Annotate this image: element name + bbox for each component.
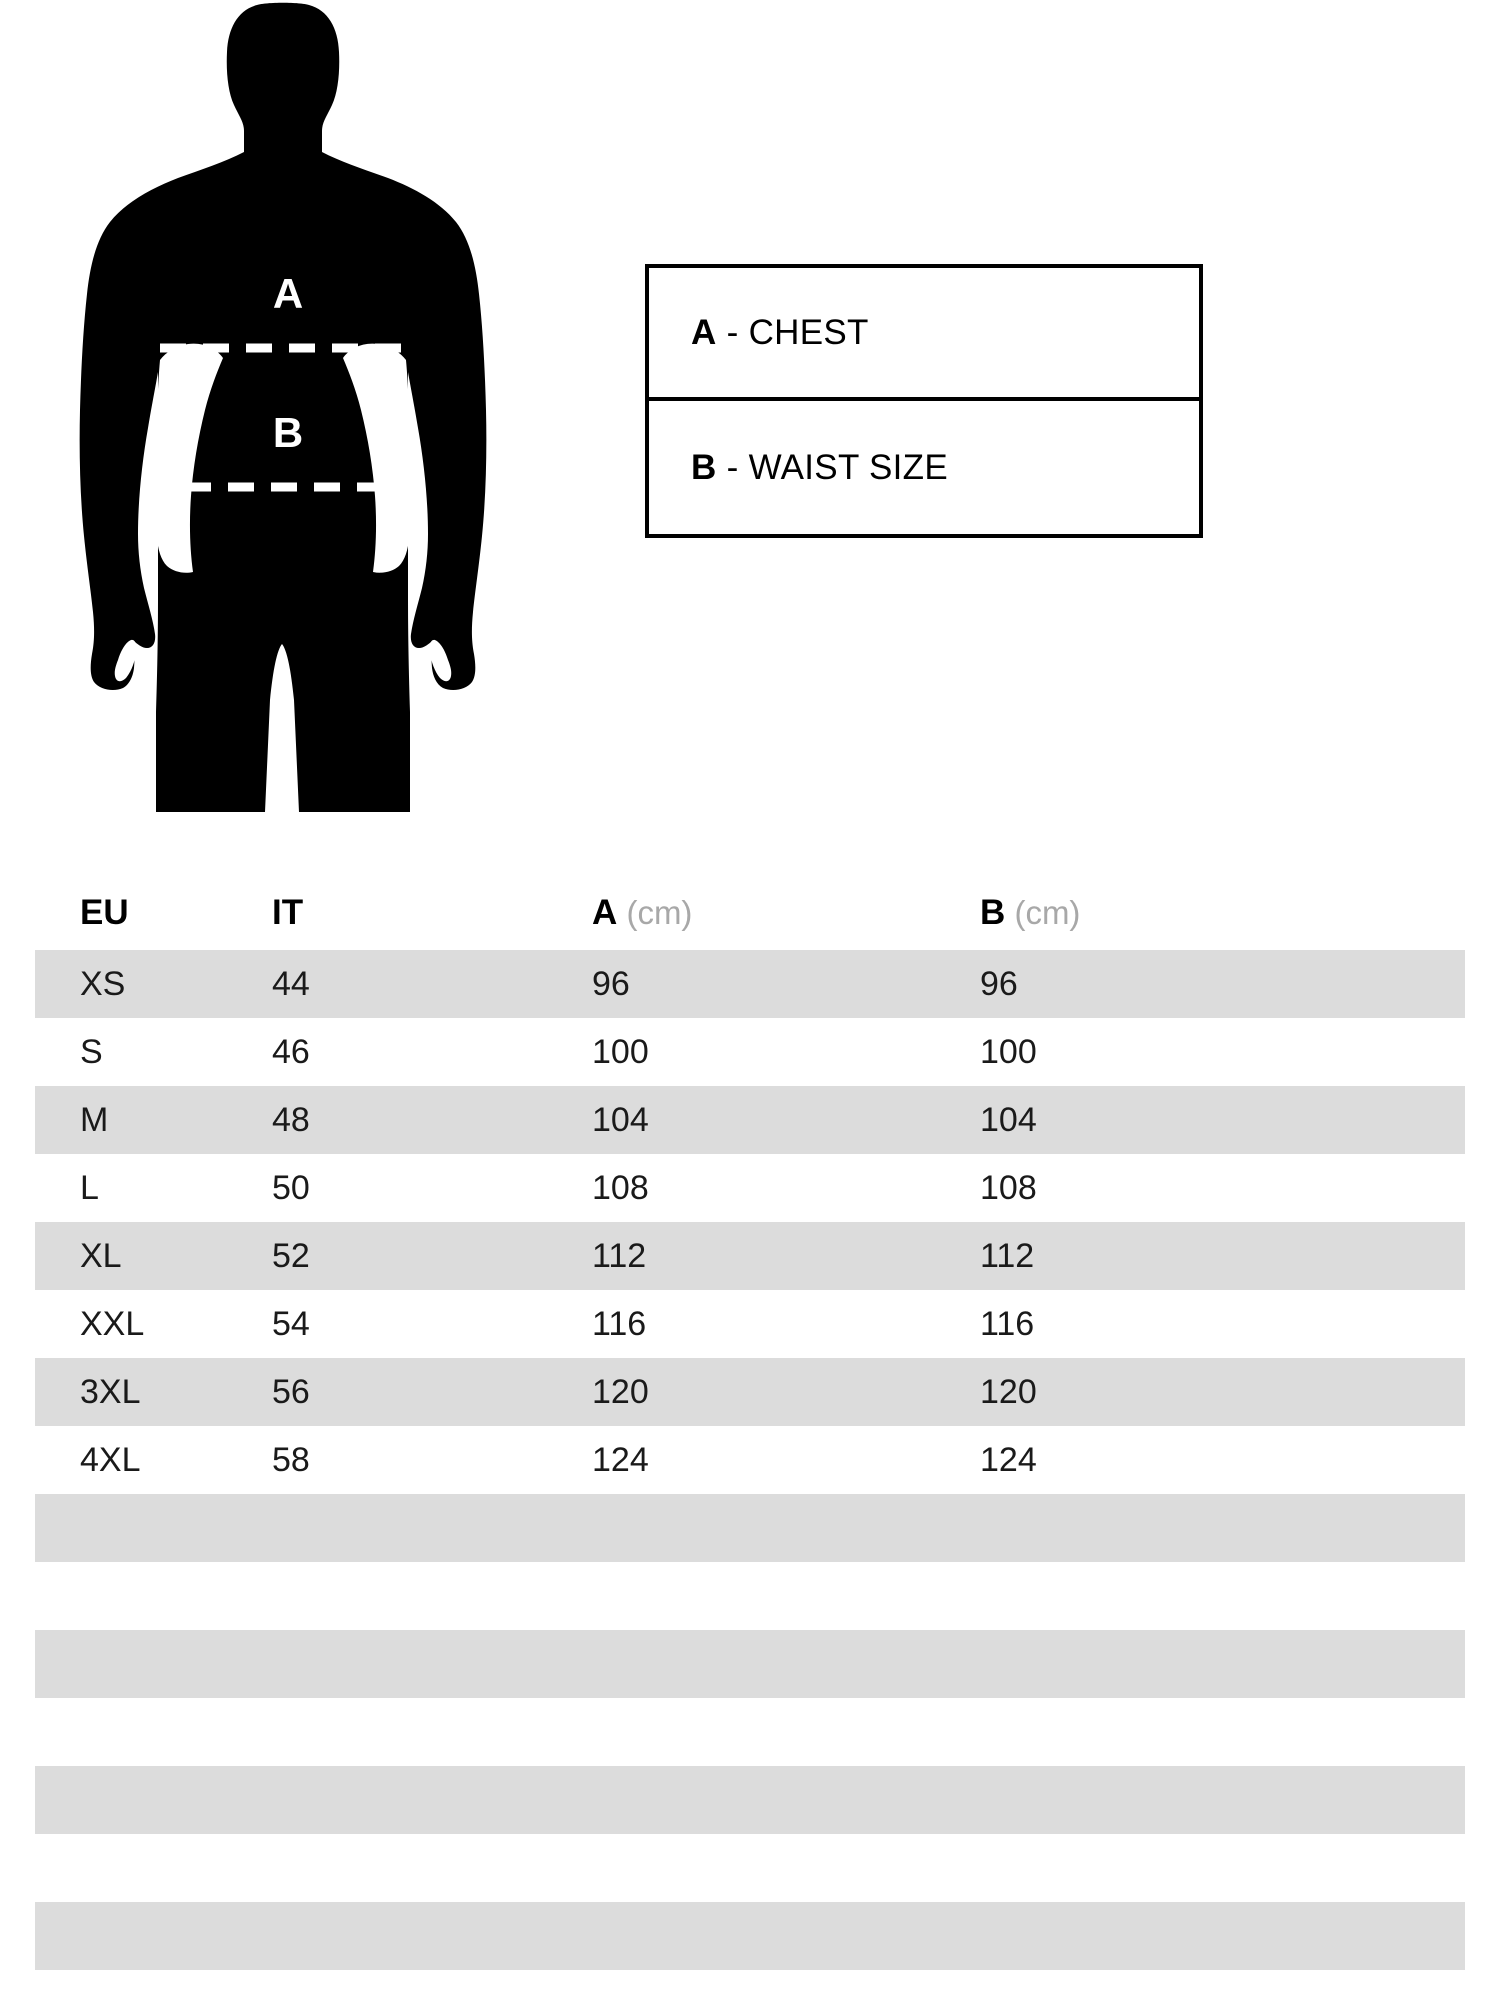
column-header-it: IT (272, 895, 303, 930)
column-header-eu-label: EU (80, 893, 129, 932)
table-row (35, 1494, 1465, 1562)
legend-waist-text: B - WAIST SIZE (691, 450, 948, 485)
cell-eu: XXL (80, 1305, 145, 1343)
cell-eu: XL (80, 1237, 122, 1275)
column-header-a: A (cm) (592, 895, 692, 930)
table-row: L 50 108 108 (35, 1154, 1465, 1222)
legend-chest-label: CHEST (748, 313, 869, 352)
cell-b: 108 (980, 1169, 1037, 1207)
table-row (35, 1970, 1465, 2000)
cell-b: 120 (980, 1373, 1037, 1411)
table-row (35, 1902, 1465, 1970)
cell-a: 112 (592, 1237, 647, 1275)
column-header-b-label: B (980, 893, 1006, 932)
table-row (35, 1834, 1465, 1902)
table-row: 4XL 58 124 124 (35, 1426, 1465, 1494)
cell-a: 108 (592, 1169, 649, 1207)
cell-b: 116 (980, 1305, 1035, 1343)
cell-b: 104 (980, 1101, 1037, 1139)
table-row: S 46 100 100 (35, 1018, 1465, 1086)
cell-it: 54 (272, 1305, 310, 1343)
cell-eu: S (80, 1033, 103, 1071)
cell-eu: XS (80, 965, 126, 1003)
size-table: EU IT A (cm) B (cm) XS 44 96 96 S 46 100 100 M 48… (35, 875, 1465, 2000)
legend-waist-separator: - (716, 448, 749, 487)
cell-b: 124 (980, 1441, 1037, 1479)
cell-b: 96 (980, 965, 1018, 1003)
cell-it: 48 (272, 1101, 310, 1139)
cell-a: 104 (592, 1101, 649, 1139)
body-figure: A B (60, 0, 510, 840)
legend-row-waist: B - WAIST SIZE (649, 401, 1199, 534)
table-row (35, 1766, 1465, 1834)
column-header-b-unit: (cm) (1005, 894, 1081, 931)
table-row: XXL 54 116 116 (35, 1290, 1465, 1358)
cell-it: 50 (272, 1169, 310, 1207)
legend-row-chest: A - CHEST (649, 268, 1199, 401)
column-header-a-label: A (592, 893, 618, 932)
cell-it: 58 (272, 1441, 310, 1479)
cell-it: 56 (272, 1373, 310, 1411)
measurement-legend: A - CHEST B - WAIST SIZE (645, 264, 1203, 538)
cell-a: 120 (592, 1373, 649, 1411)
cell-eu: 3XL (80, 1373, 141, 1411)
cell-it: 52 (272, 1237, 310, 1275)
table-row (35, 1698, 1465, 1766)
legend-waist-label: WAIST SIZE (748, 448, 949, 487)
table-header-row: EU IT A (cm) B (cm) (35, 875, 1465, 950)
cell-eu: 4XL (80, 1441, 141, 1479)
table-row: M 48 104 104 (35, 1086, 1465, 1154)
figure-label-waist: B (272, 409, 304, 456)
cell-a: 96 (592, 965, 630, 1003)
cell-a: 116 (592, 1305, 647, 1343)
legend-waist-letter: B (691, 448, 717, 487)
legend-chest-letter: A (691, 313, 717, 352)
male-torso-silhouette-shape (79, 2, 487, 812)
cell-eu: M (80, 1101, 109, 1139)
table-body: XS 44 96 96 S 46 100 100 M 48 104 104 L 50 108 108 XL 52 1… (35, 950, 1465, 2000)
cell-b: 100 (980, 1033, 1037, 1071)
column-header-eu: EU (80, 895, 129, 930)
column-header-a-unit: (cm) (617, 894, 693, 931)
cell-it: 44 (272, 965, 310, 1003)
cell-eu: L (80, 1169, 99, 1207)
legend-chest-text: A - CHEST (691, 315, 869, 350)
column-header-it-label: IT (272, 893, 304, 932)
table-row (35, 1562, 1465, 1630)
cell-a: 100 (592, 1033, 649, 1071)
table-row: XL 52 112 112 (35, 1222, 1465, 1290)
cell-a: 124 (592, 1441, 649, 1479)
table-row: XS 44 96 96 (35, 950, 1465, 1018)
figure-label-chest: A (272, 270, 304, 317)
column-header-b: B (cm) (980, 895, 1080, 930)
cell-it: 46 (272, 1033, 310, 1071)
table-row (35, 1630, 1465, 1698)
cell-b: 112 (980, 1237, 1035, 1275)
legend-chest-separator: - (716, 313, 749, 352)
table-row: 3XL 56 120 120 (35, 1358, 1465, 1426)
